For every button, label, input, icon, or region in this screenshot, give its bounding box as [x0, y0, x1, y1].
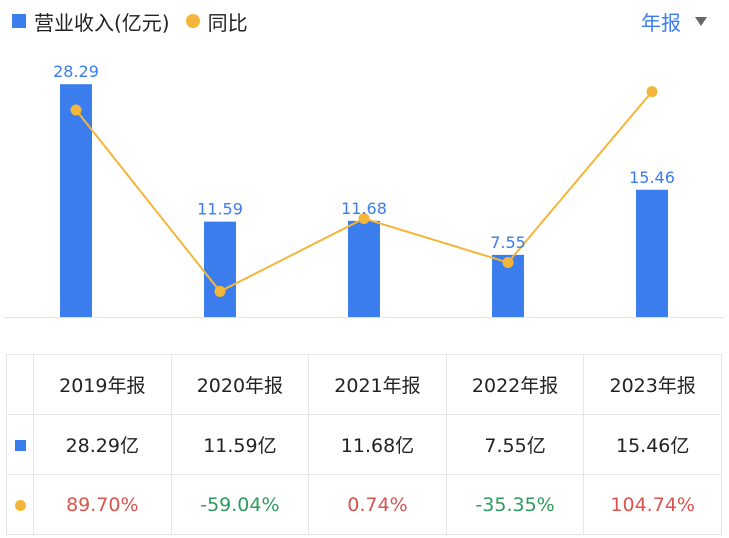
yoy-legend-dot-icon: [185, 14, 200, 28]
table-header-cell: 2022年报: [445, 354, 585, 415]
yoy-dot-icon: [14, 499, 26, 511]
table-yoy-row: 89.70% -59.04% 0.74% -35.35% 104.74%: [6, 474, 722, 535]
table-cell: 11.59亿: [170, 414, 310, 475]
caret-down-icon[interactable]: [695, 16, 707, 26]
yoy-legend-label: 同比: [207, 10, 248, 35]
yoy-point: [214, 285, 226, 297]
revenue-bar: [204, 221, 236, 317]
yoy-row-marker: [6, 474, 34, 535]
yoy-point: [358, 212, 370, 224]
table-header-row: 2019年报 2020年报 2021年报 2022年报 2023年报: [6, 354, 722, 415]
bar-value-label: 11.59: [197, 200, 243, 219]
table-header-cell: 2019年报: [33, 354, 172, 415]
table-cell: 11.68亿: [308, 414, 447, 475]
revenue-chart: 28.29 11.59 11.68 7.55 15.46: [4, 62, 724, 318]
chart-legend: 营业收入(亿元) 同比: [12, 6, 248, 36]
yoy-point: [646, 86, 658, 98]
revenue-legend-label: 营业收入(亿元): [34, 10, 170, 35]
revenue-square-icon: [14, 439, 26, 451]
table-cell: 0.74%: [308, 474, 447, 535]
table-revenue-row: 28.29亿 11.59亿 11.68亿 7.55亿 15.46亿: [6, 414, 722, 475]
period-selector-label[interactable]: 年报: [641, 10, 681, 35]
bar-value-label: 28.29: [53, 62, 99, 81]
revenue-row-marker: [6, 414, 34, 475]
bar-value-label: 7.55: [490, 233, 526, 252]
period-selector[interactable]: 年报: [641, 6, 707, 36]
table-corner-cell: [6, 354, 34, 415]
yoy-point: [70, 104, 82, 116]
revenue-bar: [60, 84, 92, 317]
yoy-point: [502, 257, 514, 269]
table-cell: 28.29亿: [33, 414, 172, 475]
revenue-bar: [348, 220, 380, 317]
table-cell: 89.70%: [33, 474, 172, 535]
bar-value-label: 15.46: [629, 168, 675, 187]
table-header-cell: 2021年报: [308, 354, 447, 415]
revenue-legend-square-icon: [12, 14, 26, 28]
bar-value-label: 11.68: [341, 199, 387, 218]
table-cell: 7.55亿: [445, 414, 585, 475]
table-header-cell: 2020年报: [170, 354, 310, 415]
data-table: 2019年报 2020年报 2021年报 2022年报 2023年报 28.29…: [6, 354, 722, 535]
table-header-cell: 2023年报: [583, 354, 722, 415]
revenue-bar: [636, 189, 668, 317]
table-cell: 104.74%: [583, 474, 722, 535]
table-cell: 15.46亿: [583, 414, 722, 475]
table-cell: -35.35%: [445, 474, 585, 535]
table-cell: -59.04%: [170, 474, 310, 535]
